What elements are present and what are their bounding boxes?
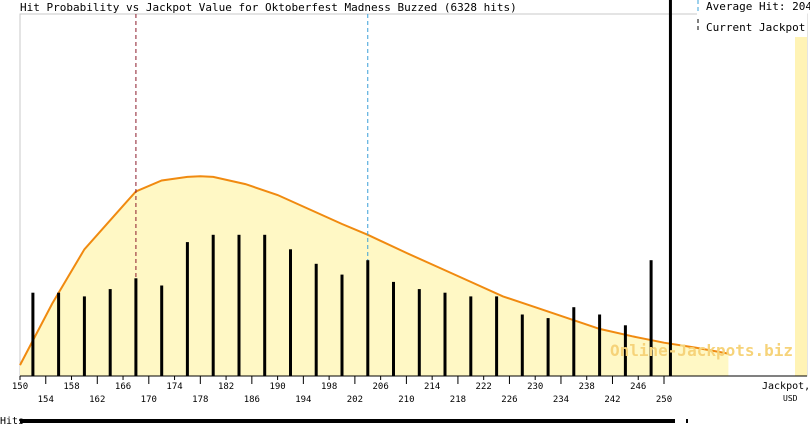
bar [31,292,35,376]
x-tick-label: 230 [527,382,543,392]
x-tick-label: 222 [476,382,492,392]
x-tick-label: 234 [553,395,569,405]
bar [237,234,241,376]
bar [572,307,576,376]
x-tick-label: 154 [38,395,54,405]
x-tick-label: 158 [63,382,79,392]
x-tick-label: 226 [501,395,517,405]
bar [289,249,292,376]
x-tick-label: 242 [604,395,620,405]
x-tick-label: 238 [579,382,595,392]
x-tick-label: 214 [424,382,440,392]
bar [443,292,447,376]
bar [366,260,370,376]
x-tick-label: 182 [218,382,234,392]
x-tick-label: 250 [656,395,672,405]
x-tick-label: 186 [244,395,260,405]
x-tick-label: 206 [373,382,389,392]
x-tick-label: 170 [141,395,157,405]
x-ticks-group: 150 158 166 174 182 190 198 206 214 222 230 238 246 1… [12,376,672,405]
bar [598,314,602,376]
hits-strip-extra [686,419,688,423]
x-tick-label: 246 [630,382,646,392]
probability-area [20,176,729,376]
hits-strip [20,419,675,423]
legend-average-label: Average Hit: 204 [706,0,810,13]
x-tick-label: 202 [347,395,363,405]
bar [108,289,112,376]
x-tick-label: 210 [398,395,414,405]
bar [340,274,344,376]
x-tick-label: 166 [115,382,131,392]
bar [263,234,267,376]
bar [649,260,653,376]
bar [546,318,550,376]
bar [314,263,318,376]
x-tick-label: 218 [450,395,466,405]
x-axis-label-line2: USD [783,394,798,403]
right-band [795,0,807,376]
legend-box [697,0,807,37]
bar [392,281,395,376]
x-tick-label: 174 [166,382,182,392]
bar [495,296,499,376]
bar [211,234,215,376]
x-tick-label: 162 [89,395,105,405]
watermark: Online-Jackpots.biz [610,341,793,360]
x-axis-label-line1: Jackpot, [762,381,810,392]
x-tick-label: 190 [269,382,285,392]
x-tick-label: 198 [321,382,337,392]
bars-group [31,234,653,376]
bar [134,278,138,376]
bar [469,296,473,376]
x-tick-label: 178 [192,395,208,405]
bar [623,325,627,376]
bar [520,314,524,376]
bar [57,292,61,376]
bar [82,296,86,376]
bar [160,285,164,376]
x-tick-label: 194 [295,395,311,405]
chart-title: Hit Probability vs Jackpot Value for Okt… [20,1,517,14]
bar [417,289,421,376]
y-axis-label: Hits [0,416,24,425]
x-tick-label: 150 [12,382,28,392]
legend-current-label: Current Jackpot [706,21,805,34]
bar [185,242,189,376]
